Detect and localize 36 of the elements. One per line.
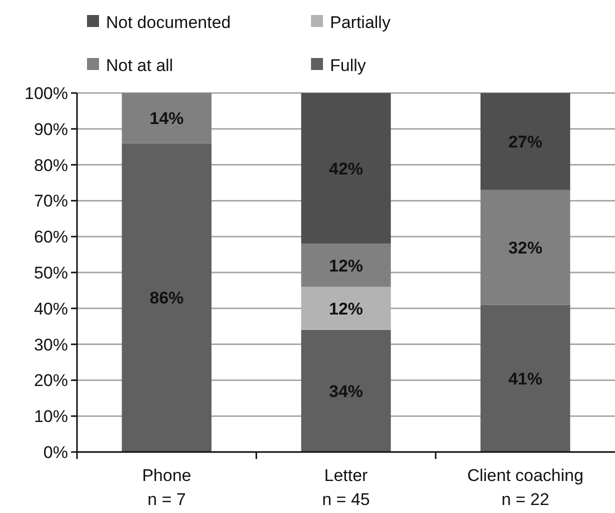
data-label: 14% bbox=[150, 109, 184, 128]
legend-label: Not at all bbox=[106, 56, 174, 75]
y-tick-label: 0% bbox=[43, 442, 68, 462]
legend-label: Fully bbox=[330, 56, 366, 75]
bar bbox=[122, 143, 212, 452]
bar bbox=[480, 190, 570, 305]
y-tick-label: 20% bbox=[34, 371, 68, 390]
data-label: 12% bbox=[328, 256, 364, 276]
x-tick-label: Phone n = 7 bbox=[142, 466, 192, 509]
y-tick-label: 10% bbox=[34, 407, 68, 426]
bar bbox=[301, 244, 391, 287]
y-tick-label: 90% bbox=[34, 120, 68, 139]
bar bbox=[301, 286, 391, 330]
x-tick-label: Client coaching n = 22 bbox=[467, 466, 584, 509]
data-label: 41% bbox=[508, 369, 542, 388]
data-label: 34% bbox=[328, 382, 364, 401]
legend-label: Partially bbox=[330, 12, 391, 32]
bar bbox=[301, 330, 391, 452]
y-tick-label: 100% bbox=[24, 84, 68, 103]
bar bbox=[122, 93, 212, 144]
data-label: 32% bbox=[508, 238, 542, 258]
y-tick-label: 50% bbox=[34, 263, 68, 282]
y-tick-label: 70% bbox=[34, 192, 68, 211]
y-tick-label: 60% bbox=[34, 228, 68, 247]
data-label: 12% bbox=[328, 299, 364, 318]
y-tick-label: 30% bbox=[34, 335, 68, 354]
bar bbox=[301, 93, 391, 244]
data-label: 27% bbox=[508, 132, 542, 152]
data-label: 42% bbox=[328, 159, 364, 178]
bar bbox=[480, 304, 570, 452]
data-label: 86% bbox=[150, 288, 184, 308]
y-tick-label: 40% bbox=[34, 299, 68, 318]
bar bbox=[480, 93, 570, 190]
x-tick-label: Letter n = 45 bbox=[322, 466, 370, 509]
legend-label: Not documented bbox=[106, 12, 231, 32]
y-tick-label: 80% bbox=[34, 156, 68, 175]
